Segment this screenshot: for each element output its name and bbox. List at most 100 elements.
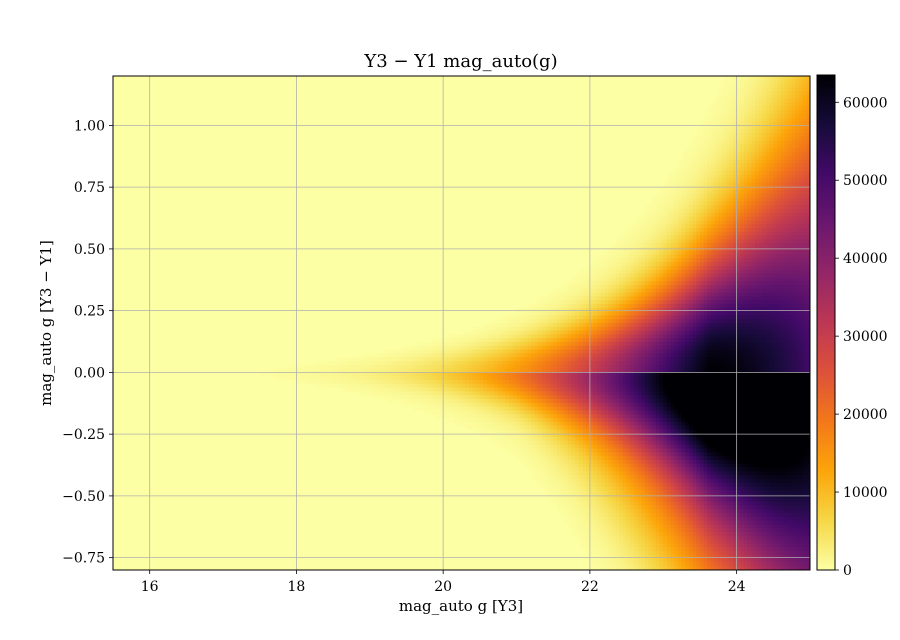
heatmap-cell [509, 406, 514, 411]
heatmap-cell [589, 269, 595, 275]
heatmap-cell [641, 418, 646, 423]
heatmap-cell [622, 311, 628, 316]
heatmap-cell [659, 566, 664, 570]
heatmap-cell [626, 391, 631, 396]
heatmap-cell [505, 433, 510, 438]
heatmap-cell [630, 273, 635, 278]
heatmap-cell [644, 220, 650, 225]
heatmap-cell [630, 326, 635, 332]
heatmap-cell [608, 304, 613, 309]
heatmap-cell [604, 391, 609, 396]
heatmap-cell [655, 273, 661, 278]
heatmap-cell [670, 551, 675, 556]
heatmap-cell [399, 349, 404, 354]
heatmap-cell [677, 228, 683, 233]
heatmap-cell [340, 380, 345, 385]
heatmap-cell [677, 288, 683, 294]
heatmap-cell [450, 414, 455, 419]
heatmap-cell [633, 387, 639, 392]
heatmap-cell [571, 304, 576, 309]
heatmap-cell [622, 402, 628, 408]
heatmap-cell [377, 353, 382, 358]
heatmap-cell [355, 380, 360, 385]
heatmap-cell [685, 281, 690, 286]
heatmap-cell [685, 304, 690, 309]
heatmap-cell [347, 361, 353, 366]
heatmap-cell [586, 269, 591, 275]
heatmap-cell [311, 380, 316, 385]
heatmap-cell [586, 414, 591, 419]
heatmap-cell [619, 562, 624, 567]
heatmap-cell [666, 277, 672, 282]
heatmap-cell [604, 425, 609, 430]
heatmap-cell [604, 395, 609, 400]
heatmap-cell [483, 349, 488, 354]
heatmap-cell [582, 448, 587, 453]
heatmap-cell [542, 482, 547, 487]
heatmap-cell [300, 372, 305, 377]
heatmap-cell [531, 304, 536, 309]
heatmap-cell [556, 311, 562, 316]
heatmap-cell [681, 304, 686, 309]
heatmap-cell [652, 486, 657, 491]
heatmap-cell [505, 376, 510, 381]
heatmap-cell [611, 490, 617, 495]
heatmap-cell [589, 364, 595, 370]
heatmap-cell [666, 368, 672, 373]
heatmap-cell [630, 505, 635, 510]
heatmap-cell [611, 429, 617, 434]
heatmap-cell [578, 456, 584, 461]
heatmap-cell [542, 383, 547, 389]
heatmap-cell [593, 383, 598, 389]
heatmap-cell [586, 353, 591, 358]
heatmap-cell [538, 304, 543, 309]
heatmap-cell [553, 357, 558, 362]
heatmap-cell [608, 486, 613, 491]
heatmap-cell [545, 319, 551, 324]
heatmap-cell [531, 467, 536, 472]
heatmap-cell [659, 190, 664, 195]
heatmap-cell [608, 323, 613, 328]
heatmap-cell [652, 467, 657, 472]
heatmap-cell [611, 418, 617, 423]
heatmap-cell [560, 456, 565, 461]
heatmap-cell [538, 391, 543, 396]
heatmap-cell [564, 304, 569, 309]
heatmap-cell [421, 364, 426, 370]
heatmap-cell [476, 364, 481, 370]
heatmap-cell [505, 349, 510, 354]
heatmap-cell [630, 402, 635, 408]
heatmap-cell [578, 501, 584, 506]
heatmap-cell [674, 376, 679, 381]
heatmap-cell [652, 277, 657, 282]
heatmap-cell [670, 410, 675, 415]
heatmap-cell [692, 315, 697, 320]
heatmap-cell [608, 471, 613, 476]
heatmap-cell [593, 277, 598, 282]
heatmap-cell [578, 520, 584, 525]
heatmap-cell [670, 402, 675, 408]
heatmap-cell [347, 364, 353, 370]
heatmap-cell [674, 391, 679, 396]
heatmap-cell [615, 254, 620, 259]
heatmap-cell [681, 551, 686, 556]
heatmap-cell [358, 391, 364, 396]
heatmap-cell [560, 509, 565, 514]
heatmap-cell [593, 292, 598, 297]
heatmap-cell [344, 361, 349, 366]
heatmap-cell [670, 444, 675, 449]
heatmap-cell [608, 501, 613, 506]
heatmap-cell [659, 429, 664, 434]
heatmap-cell [648, 216, 653, 221]
heatmap-cell [626, 330, 631, 335]
heatmap-cell [641, 353, 646, 358]
heatmap-cell [688, 516, 694, 522]
heatmap-cell [619, 292, 624, 297]
heatmap-cell [534, 326, 540, 332]
heatmap-cell [395, 395, 400, 400]
heatmap-cell [395, 391, 400, 396]
heatmap-cell [637, 319, 642, 324]
heatmap-cell [655, 463, 661, 468]
heatmap-cell [655, 254, 661, 259]
heatmap-cell [439, 342, 444, 347]
